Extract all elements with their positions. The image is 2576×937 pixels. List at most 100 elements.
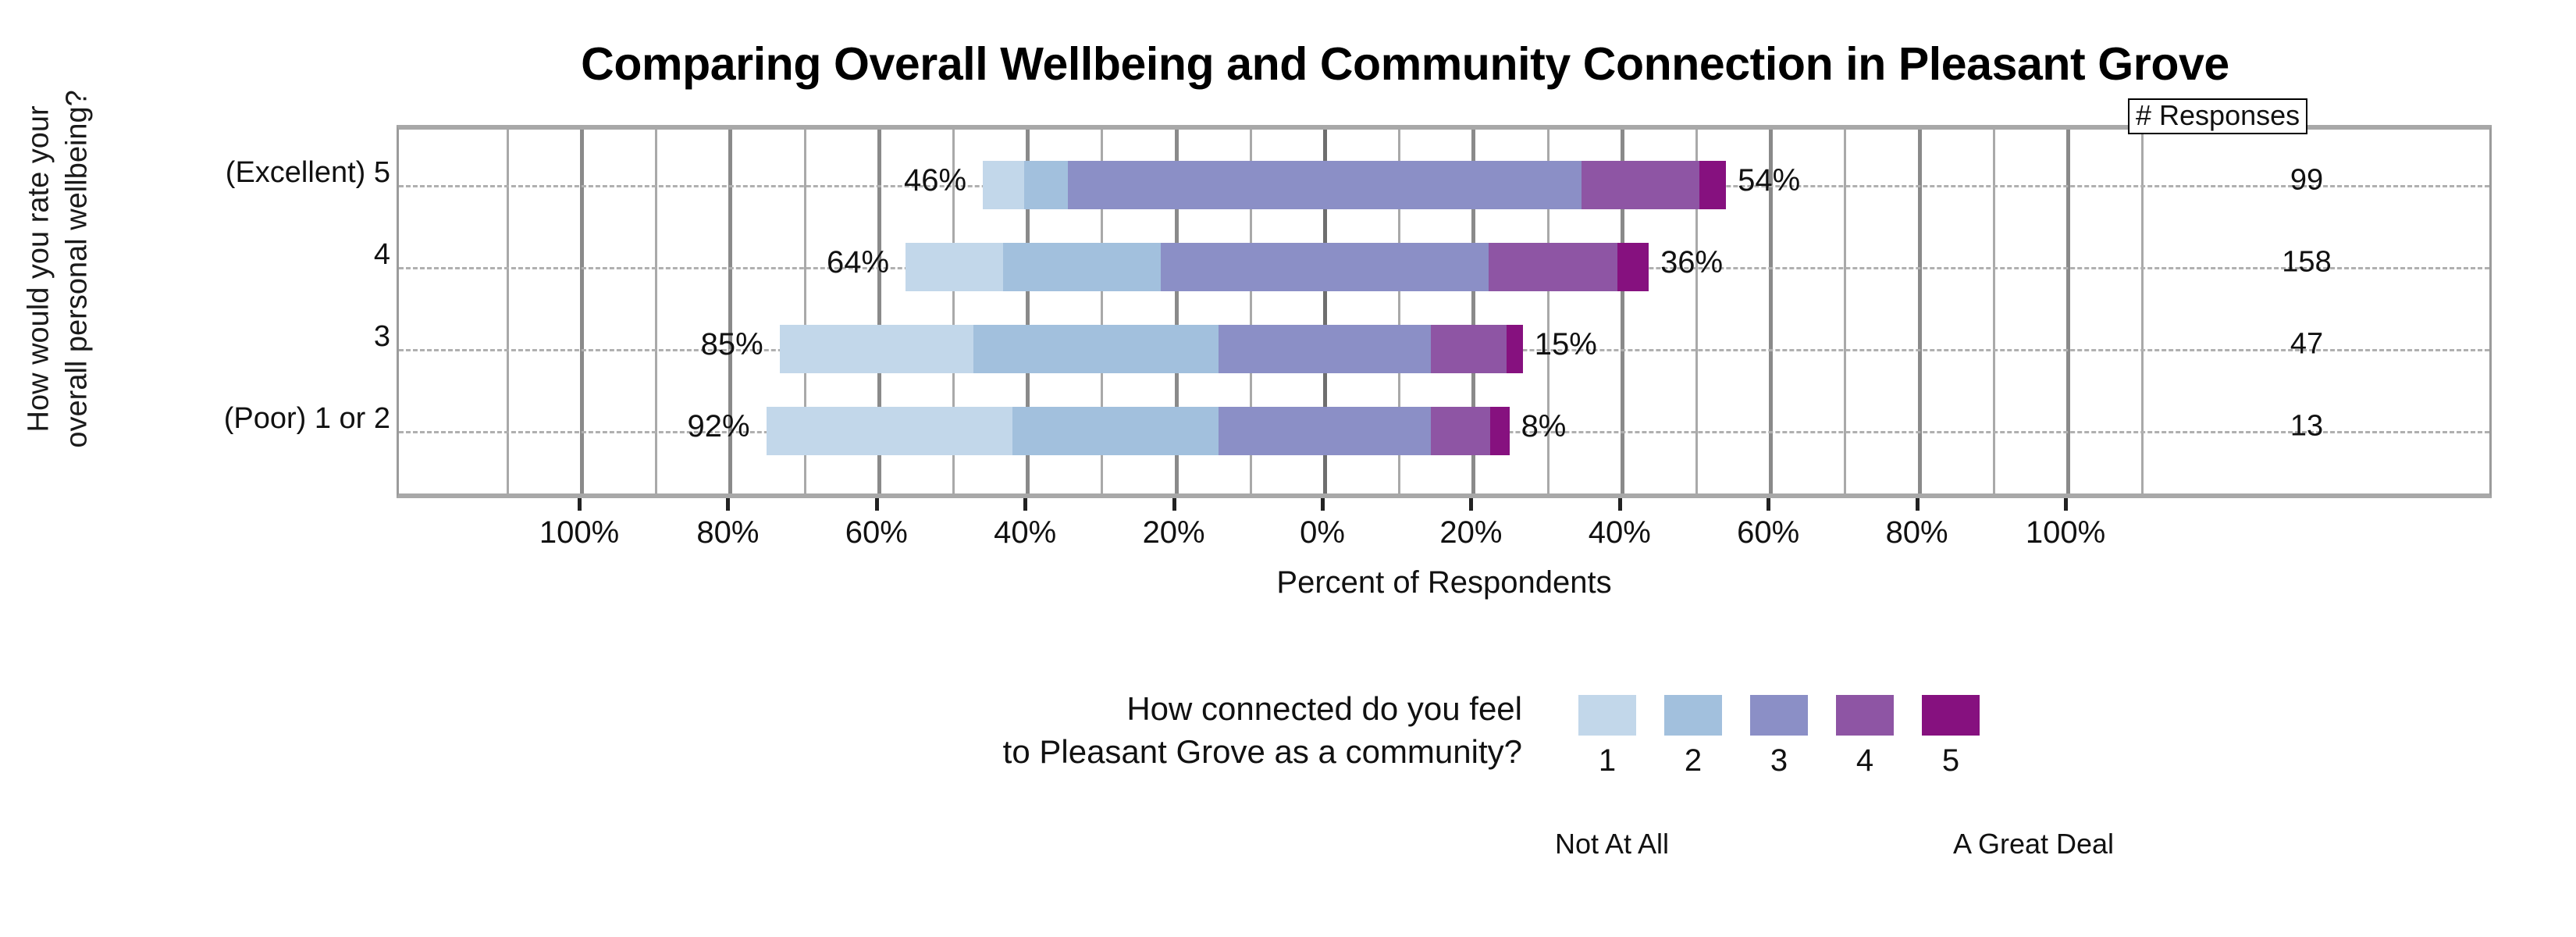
bar-segment (1430, 407, 1490, 455)
responses-column-header: # Responses (2128, 98, 2308, 134)
x-gridline (952, 130, 955, 493)
x-tick-label: 100% (2025, 515, 2106, 550)
x-tick-mark (1321, 498, 1325, 511)
bar-segment (1617, 243, 1649, 291)
x-tick-label: 40% (1588, 515, 1651, 550)
x-gridline (1844, 130, 1847, 493)
y-tick-label-4: 4 (373, 238, 390, 271)
x-gridline (1769, 130, 1774, 493)
x-gridline (728, 130, 733, 493)
x-gridline (1695, 130, 1698, 493)
bar-row (399, 407, 2489, 455)
y-tick-label-excellent-5: (Excellent) 5 (225, 156, 390, 189)
chart-title: Comparing Overall Wellbeing and Communit… (581, 38, 2229, 90)
bar-segment (1067, 161, 1582, 209)
responses-value-poor-1-or-2: 13 (2290, 409, 2324, 443)
bar-segment (1506, 325, 1523, 373)
bar-left-total-label: 85% (700, 327, 763, 362)
bar-segment (1489, 243, 1618, 291)
x-gridline (2066, 130, 2070, 493)
bar-right-total-label: 8% (1521, 409, 1567, 444)
legend-label-3: 3 (1770, 743, 1788, 778)
bar-row (399, 243, 2489, 291)
x-tick-mark (1469, 498, 1474, 511)
x-tick-mark (1172, 498, 1176, 511)
bar-segment (1430, 325, 1507, 373)
legend-label-2: 2 (1684, 743, 1703, 778)
x-tick-label: 60% (845, 515, 908, 550)
legend-title-line1: How connected do you feel (1126, 690, 1522, 727)
x-tick-label: 80% (696, 515, 760, 550)
bar-row (399, 161, 2489, 209)
x-tick-label: 20% (1439, 515, 1503, 550)
bar-left-total-label: 46% (904, 163, 967, 198)
bar-row (399, 325, 2489, 373)
x-gridline (580, 130, 584, 493)
legend-swatch-3[interactable] (1750, 695, 1808, 736)
legend-low-anchor-label: Not At All (1554, 828, 1670, 860)
bar-segment (1219, 325, 1431, 373)
x-gridline (1917, 130, 1922, 493)
y-axis-title-line1: How would you rate your (22, 105, 55, 433)
x-gridline (1249, 130, 1252, 493)
x-tick-mark (1023, 498, 1028, 511)
x-gridline (655, 130, 658, 493)
legend-swatch-4[interactable] (1836, 695, 1894, 736)
bar-segment (779, 325, 974, 373)
legend-swatch-2[interactable] (1664, 695, 1722, 736)
legend-swatch-1[interactable] (1578, 695, 1636, 736)
x-tick-label: 20% (1142, 515, 1205, 550)
x-tick-label: 60% (1737, 515, 1800, 550)
x-tick-label: 0% (1300, 515, 1345, 550)
responses-value-3: 47 (2290, 327, 2324, 361)
bar-left-total-label: 64% (827, 245, 890, 280)
y-tick-label-poor-1-or-2: (Poor) 1 or 2 (223, 402, 390, 435)
x-tick-label: 100% (539, 515, 620, 550)
legend-label-1: 1 (1598, 743, 1617, 778)
plot-area (397, 125, 2492, 498)
legend-label-5: 5 (1941, 743, 1960, 778)
x-gridline (1620, 130, 1624, 493)
x-gridline (1323, 130, 1327, 493)
x-tick-mark (1617, 498, 1622, 511)
x-tick-label: 40% (994, 515, 1057, 550)
x-tick-mark (578, 498, 582, 511)
x-gridline (1398, 130, 1401, 493)
x-tick-label: 80% (1885, 515, 1948, 550)
legend-title: How connected do you feel to Pleasant Gr… (773, 687, 1522, 774)
bar-segment (1699, 161, 1727, 209)
bar-segment (1489, 407, 1510, 455)
bar-right-total-label: 36% (1660, 245, 1724, 280)
responses-value-4: 158 (2282, 245, 2332, 279)
y-tick-label-3: 3 (373, 320, 390, 353)
legend-swatch-5[interactable] (1922, 695, 1980, 736)
bar-segment (1024, 161, 1068, 209)
bar-segment (973, 325, 1219, 373)
x-gridline (803, 130, 806, 493)
bar-left-total-label: 92% (687, 409, 750, 444)
x-gridline (1471, 130, 1476, 493)
bar-segment (1219, 407, 1431, 455)
x-gridline (1101, 130, 1104, 493)
x-gridline (2141, 130, 2144, 493)
x-gridline (506, 130, 509, 493)
bar-segment (906, 243, 1003, 291)
x-tick-mark (726, 498, 731, 511)
bar-segment (1002, 243, 1161, 291)
x-gridline (1174, 130, 1179, 493)
legend-title-line2: to Pleasant Grove as a community? (1002, 733, 1522, 771)
x-tick-mark (1915, 498, 1920, 511)
x-axis-title: Percent of Respondents (1276, 565, 1612, 600)
x-gridline (1546, 130, 1550, 493)
legend-label-4: 4 (1856, 743, 1874, 778)
x-gridline (877, 130, 881, 493)
bar-segment (983, 161, 1025, 209)
bar-right-total-label: 15% (1534, 327, 1597, 362)
x-tick-mark (2064, 498, 2068, 511)
bar-right-total-label: 54% (1738, 163, 1801, 198)
x-tick-mark (874, 498, 879, 511)
x-gridline (1992, 130, 1995, 493)
x-gridline (1026, 130, 1030, 493)
bar-segment (1160, 243, 1489, 291)
